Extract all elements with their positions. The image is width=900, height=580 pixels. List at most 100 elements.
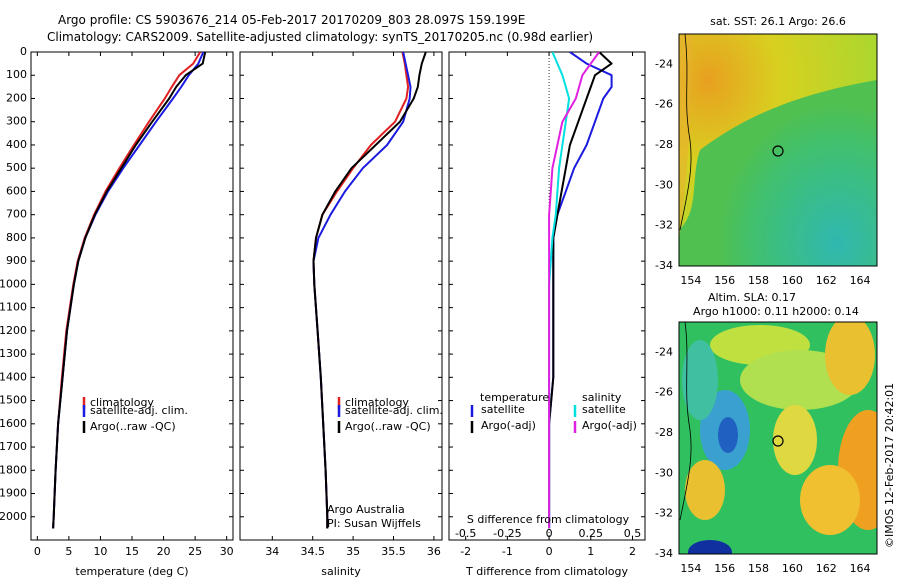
map-lat-tick-label: -30 [655,178,673,191]
temperature-line-argo-raw-qc- [52,52,207,529]
x-tick-label: 15 [125,545,139,558]
sst-map-frame [678,33,878,267]
difference-panel [448,51,646,541]
depth-tick-label: 1000 [0,277,27,290]
map-lon-tick-label: 162 [816,274,837,287]
s-difference-axis-label: S difference from climatology [467,513,630,526]
x-tick-label: 35.5 [381,545,406,558]
map-lat-tick-label: -32 [655,219,673,232]
legend-label-climatology: climatology [345,396,409,409]
difference-legend: temperature salinity satellite Argo(-adj… [470,391,637,433]
map-lon-tick-label: 154 [680,562,701,575]
depth-tick-label: 1800 [0,463,27,476]
depth-tick-label: 1400 [0,370,27,383]
x-tick-label: 1 [587,545,594,558]
legend-label-s-satellite: satellite [582,403,626,416]
s-diff-tick-label: 0 [546,527,553,540]
map-lat-tick-label: -26 [655,386,673,399]
depth-tick-label: 1900 [0,487,27,500]
map-lat-tick-label: -30 [655,466,673,479]
x-tick-label: 25 [188,545,202,558]
map-lon-tick-label: 164 [850,562,871,575]
salinity-legend: climatology satellite-adj. clim. Argo(..… [337,396,443,433]
map-lon-tick-label: 156 [714,562,735,575]
x-tick-label: 5 [65,545,72,558]
s-diff-tick-label: 0.25 [579,527,604,540]
legend-label-s-argo: Argo(-adj) [582,419,637,432]
temperature-axis-label: temperature (deg C) [75,565,188,578]
depth-tick-label: 800 [6,231,27,244]
map-lon-tick-label: 158 [748,274,769,287]
depth-tick-label: 300 [6,115,27,128]
x-tick-label: 34 [265,545,279,558]
s-diff-tick-label: -0.5 [455,527,476,540]
legend-label-satellite: satellite-adj. clim. [90,404,188,417]
sla-map-title-1: Altim. SLA: 0.17 [708,291,796,304]
x-tick-label: 30 [220,545,234,558]
map-lat-tick-label: -28 [655,138,673,151]
legend-label-argo: Argo(..raw -QC) [345,420,431,433]
x-tick-label: -1 [502,545,513,558]
map-lon-tick-label: 160 [782,562,803,575]
depth-tick-label: 1200 [0,324,27,337]
credit-agency: Argo Australia [327,503,405,516]
s-diff-tick-label: 0.5 [624,527,642,540]
depth-tick-label: 1600 [0,417,27,430]
legend-label-t-argo: Argo(-adj) [481,419,536,432]
x-tick-label: 10 [93,545,107,558]
x-tick-label: 2 [629,545,636,558]
s-diff-tick-label: -0.25 [493,527,521,540]
legend-header-salinity: salinity [582,391,622,404]
legend-label-t-satellite: satellite [481,403,525,416]
sla-map [679,322,877,554]
map-lat-tick-label: -26 [655,98,673,111]
map-lat-tick-label: -28 [655,426,673,439]
map-lat-tick-label: -34 [655,259,673,272]
depth-tick-label: 1300 [0,347,27,360]
salinity-line-argo-raw-qc- [312,52,427,529]
difference-line-3 [548,52,600,529]
depth-tick-label: 1700 [0,440,27,453]
temperature-panel [30,51,234,541]
legend-label-argo: Argo(..raw -QC) [90,420,176,433]
temperature-legend: climatology satellite-adj. clim. Argo(..… [82,396,188,433]
legend-label-satellite: satellite-adj. clim. [345,404,443,417]
map-lon-tick-label: 156 [714,274,735,287]
map-lat-tick-label: -24 [655,57,673,70]
sst-map-title: sat. SST: 26.1 Argo: 26.6 [710,15,846,28]
map-lat-tick-label: -34 [655,547,673,560]
sla-map-frame [678,321,878,555]
depth-tick-label: 1100 [0,301,27,314]
x-tick-label: 36 [427,545,441,558]
header-line-2: Climatology: CARS2009. Satellite-adjuste… [47,30,594,44]
depth-tick-label: 400 [6,138,27,151]
depth-tick-label: 900 [6,254,27,267]
depth-tick-label: 600 [6,184,27,197]
credit-pi: PI: Susan Wijffels [327,517,421,530]
legend-label-climatology: climatology [90,396,154,409]
map-lon-tick-label: 164 [850,274,871,287]
sst-map [679,34,877,266]
depth-tick-label: 200 [6,91,27,104]
map-lat-tick-label: -24 [655,345,673,358]
sla-map-title-2: Argo h1000: 0.11 h2000: 0.14 [693,305,859,318]
x-tick-label: 0 [34,545,41,558]
depth-tick-label: 1500 [0,394,27,407]
depth-tick-label: 500 [6,161,27,174]
float-position-marker-sst [772,145,784,157]
x-tick-label: -2 [460,545,471,558]
map-lat-tick-label: -32 [655,507,673,520]
salinity-axis-label: salinity [321,565,361,578]
depth-tick-label: 0 [20,45,27,58]
depth-tick-label: 2000 [0,510,27,523]
x-tick-label: 0 [546,545,553,558]
t-difference-axis-label: T difference from climatology [465,565,628,578]
salinity-panel [239,51,443,541]
float-position-marker-sla [772,435,784,447]
x-tick-label: 20 [157,545,171,558]
x-tick-label: 35 [346,545,360,558]
map-lon-tick-label: 154 [680,274,701,287]
legend-header-temperature: temperature [480,391,549,404]
map-lon-tick-label: 162 [816,562,837,575]
